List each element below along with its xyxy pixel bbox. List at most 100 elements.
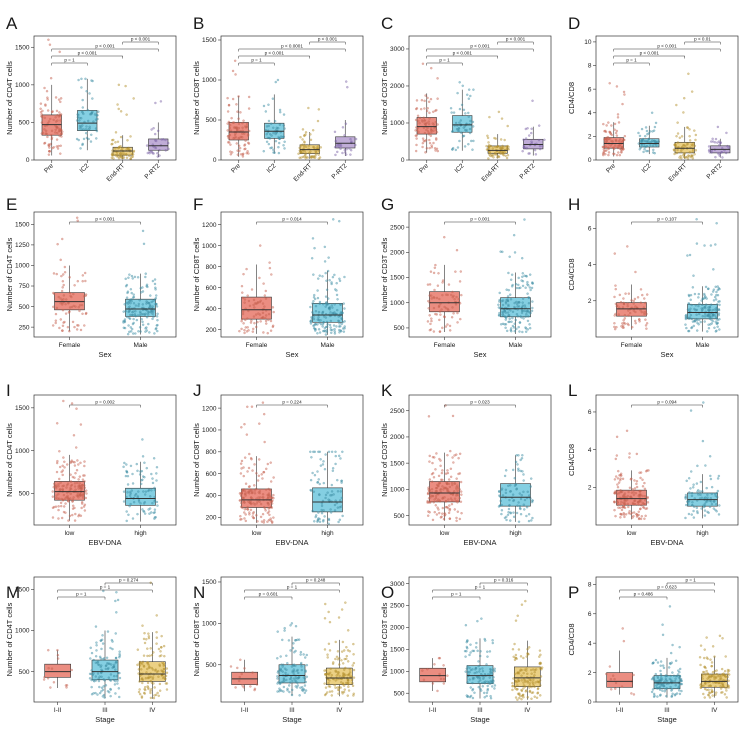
data-point bbox=[114, 668, 117, 671]
data-point bbox=[639, 494, 642, 497]
data-point bbox=[468, 88, 471, 91]
y-tick-label: 2000 bbox=[390, 250, 405, 257]
data-point bbox=[697, 489, 700, 492]
data-point bbox=[661, 664, 665, 667]
data-point bbox=[226, 122, 229, 125]
data-point bbox=[54, 96, 58, 99]
data-point bbox=[514, 482, 518, 486]
data-point bbox=[724, 655, 727, 658]
data-point bbox=[352, 668, 356, 672]
data-point bbox=[602, 148, 606, 151]
data-point bbox=[231, 69, 235, 73]
data-point bbox=[243, 508, 246, 511]
data-point bbox=[276, 677, 279, 680]
data-point bbox=[269, 496, 272, 499]
data-point bbox=[712, 299, 716, 302]
data-point bbox=[137, 668, 141, 671]
data-point bbox=[445, 293, 448, 296]
data-point bbox=[519, 497, 523, 501]
data-point bbox=[330, 694, 333, 697]
data-point bbox=[60, 132, 63, 136]
y-tick-label: 250 bbox=[19, 324, 30, 331]
data-point bbox=[131, 152, 134, 156]
data-point bbox=[683, 156, 687, 159]
data-point bbox=[81, 143, 84, 147]
data-point bbox=[109, 646, 112, 650]
p-value-label: p = 1 bbox=[64, 58, 75, 63]
data-point bbox=[265, 314, 268, 317]
data-point bbox=[323, 468, 327, 471]
data-point bbox=[708, 696, 712, 699]
significance-bracket bbox=[444, 221, 516, 225]
data-point bbox=[154, 146, 158, 150]
data-point bbox=[259, 244, 262, 247]
data-point bbox=[352, 642, 355, 646]
data-point bbox=[625, 429, 629, 432]
data-point bbox=[709, 244, 713, 247]
data-point bbox=[621, 477, 625, 481]
data-point bbox=[301, 138, 304, 141]
data-point bbox=[244, 318, 247, 322]
data-point bbox=[83, 503, 87, 506]
data-point bbox=[237, 137, 240, 140]
data-point bbox=[336, 650, 340, 653]
data-point bbox=[160, 138, 163, 141]
data-point bbox=[114, 692, 117, 695]
data-point bbox=[647, 137, 650, 141]
data-point bbox=[445, 482, 449, 485]
data-point bbox=[144, 493, 147, 496]
data-point bbox=[94, 679, 98, 682]
data-point bbox=[165, 667, 168, 670]
data-point bbox=[491, 685, 494, 688]
data-point bbox=[437, 272, 440, 275]
data-point bbox=[459, 500, 463, 503]
data-point bbox=[128, 154, 131, 158]
data-point bbox=[305, 653, 308, 657]
data-point bbox=[78, 475, 81, 478]
data-point bbox=[85, 311, 88, 315]
x-axis-title: Sex bbox=[661, 350, 674, 359]
data-point bbox=[64, 684, 68, 687]
x-tick-label: IC2 bbox=[266, 162, 278, 174]
data-point bbox=[277, 126, 280, 130]
data-point bbox=[151, 312, 154, 316]
data-point bbox=[50, 129, 54, 132]
data-point bbox=[316, 332, 319, 335]
data-point bbox=[81, 478, 85, 481]
data-point bbox=[106, 630, 110, 633]
data-point bbox=[615, 134, 619, 137]
data-point bbox=[142, 242, 146, 246]
data-point bbox=[717, 314, 720, 317]
data-point bbox=[710, 661, 714, 664]
data-point bbox=[236, 153, 240, 156]
data-point bbox=[658, 678, 661, 682]
data-point bbox=[485, 694, 488, 698]
data-point bbox=[506, 311, 510, 314]
data-point bbox=[305, 675, 308, 678]
data-point bbox=[342, 662, 345, 665]
data-point bbox=[527, 296, 531, 300]
data-point bbox=[285, 668, 288, 671]
y-axis-title: Number of CD3T cells bbox=[380, 423, 389, 497]
data-point bbox=[129, 464, 133, 468]
data-point bbox=[245, 267, 248, 271]
x-tick-label: low bbox=[627, 530, 637, 537]
data-point bbox=[514, 653, 518, 657]
data-point bbox=[515, 454, 518, 457]
data-point bbox=[630, 299, 633, 302]
data-point bbox=[146, 151, 149, 155]
data-point bbox=[448, 324, 452, 328]
data-point bbox=[139, 330, 142, 333]
data-point bbox=[509, 484, 512, 487]
x-axis-title: EBV-DNA bbox=[276, 538, 309, 547]
data-point bbox=[74, 512, 77, 516]
data-point bbox=[242, 466, 245, 469]
data-point bbox=[122, 156, 126, 159]
data-point bbox=[500, 509, 504, 512]
data-point bbox=[510, 320, 513, 323]
data-point bbox=[683, 97, 686, 100]
data-point bbox=[539, 684, 542, 687]
data-point bbox=[146, 654, 149, 658]
data-point bbox=[615, 153, 619, 157]
significance-bracket bbox=[613, 48, 721, 52]
